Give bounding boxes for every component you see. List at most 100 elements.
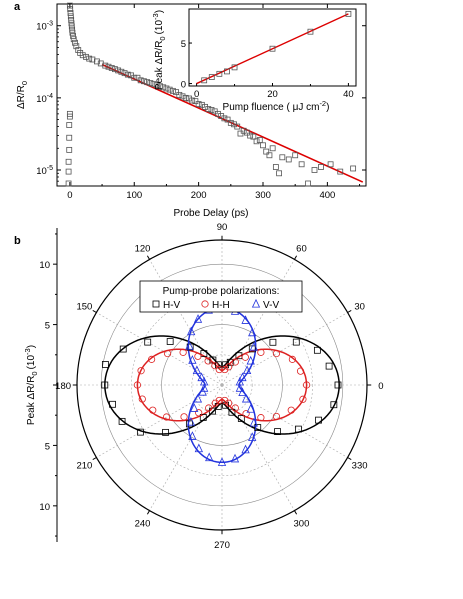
data-point: [131, 74, 138, 81]
polar-angle-label: 300: [294, 519, 310, 530]
inset-data-point: [208, 74, 215, 80]
polar-point-h-v: [274, 428, 281, 436]
legend-label: H-H: [212, 300, 230, 311]
y-tick-label: 10-3: [36, 21, 53, 33]
inset-data-point: [345, 10, 352, 17]
data-point: [94, 58, 100, 65]
polar-grid: [72, 235, 372, 535]
polar-point-h-v: [313, 346, 321, 354]
data-point: [108, 65, 115, 71]
x-tick-label: 400: [319, 190, 335, 201]
inset-y-tick-label: 5: [181, 39, 186, 50]
polar-point-v-v: [197, 372, 206, 382]
polar-point-h-h: [225, 399, 233, 407]
polar-point-h-v: [330, 401, 338, 409]
polar-point-v-v: [246, 355, 255, 365]
polar-point-h-v: [269, 338, 277, 346]
polar-point-h-v: [237, 415, 245, 422]
polar-angle-label: 0: [378, 381, 383, 392]
polar-point-v-v: [205, 452, 214, 462]
data-point: [137, 77, 144, 84]
data-point: [253, 138, 260, 145]
polar-angle-tick: [92, 309, 97, 313]
polar-point-h-h: [215, 365, 223, 374]
data-point: [337, 168, 344, 175]
data-point: [327, 161, 334, 168]
polar-angle-label: 270: [214, 540, 230, 551]
data-point: [311, 167, 318, 173]
data-point: [147, 80, 154, 87]
polar-point-h-v: [144, 338, 152, 346]
data-point: [121, 70, 128, 77]
polar-grid-ring: [191, 354, 253, 416]
polar-point-h-v: [294, 425, 302, 433]
data-point: [69, 26, 76, 33]
polar-point-h-h: [272, 412, 281, 421]
data-point: [179, 93, 186, 100]
data-point: [176, 91, 183, 98]
data-point: [102, 62, 109, 69]
polar-point-v-v: [200, 383, 209, 392]
inset-data-point: [307, 28, 314, 35]
data-point: [89, 56, 96, 63]
polar-grid-spoke: [221, 312, 348, 386]
legend-items: H-V H-H V-V: [152, 298, 279, 311]
polar-point-h-h: [287, 406, 295, 414]
polar-legend: Pump-probe polarizations: H-V H-H V-V: [139, 280, 303, 313]
data-point: [250, 133, 257, 140]
polar-point-h-v: [166, 338, 174, 345]
polar-grid-spoke: [96, 384, 223, 458]
polar-point-h-v: [200, 350, 208, 358]
data-point: [234, 123, 241, 130]
panel-a-main-plot: 0 100 200 300 400 10-510-410-3 Probe Delay (…: [16, 2, 367, 219]
data-point: [195, 101, 202, 107]
polar-point-h-h: [195, 409, 203, 417]
inset-y-axis: 05: [181, 39, 192, 91]
polar-point-h-v: [118, 417, 126, 425]
data-point: [208, 107, 215, 113]
polar-point-h-v: [119, 345, 127, 353]
polar-point-h-v: [315, 416, 322, 424]
panel-a-y-label: ΔR/R0: [16, 81, 29, 109]
polar-fit-curve-h-h: [136, 348, 308, 422]
data-point: [73, 43, 80, 50]
data-point: [66, 2, 73, 9]
data-point: [166, 86, 173, 93]
polar-point-v-v: [193, 314, 203, 323]
polar-point-h-h: [302, 381, 311, 389]
y-tick-label: 10-4: [36, 93, 53, 105]
data-point: [68, 23, 75, 30]
polar-point-v-v: [230, 453, 240, 463]
legend-box: [139, 280, 303, 313]
data-point: [141, 78, 147, 85]
inset-data-point: [201, 77, 208, 84]
polar-point-h-h: [221, 365, 229, 374]
polar-point-v-v: [249, 341, 258, 351]
polar-point-v-v: [249, 417, 258, 427]
polar-point-v-v: [187, 326, 196, 336]
polar-point-h-h: [211, 362, 219, 370]
panel-a-x-axis: 0 100 200 300 400: [67, 4, 361, 201]
data-point: [192, 98, 199, 105]
data-point: [115, 67, 122, 74]
data-point: [68, 20, 75, 27]
polar-point-h-h: [180, 413, 188, 421]
data-point: [260, 142, 266, 149]
polar-point-h-h: [204, 357, 212, 365]
polar-radial-axis: 5 5 10 10: [39, 228, 58, 542]
inset-data-point: [231, 64, 238, 71]
data-point: [79, 52, 86, 59]
polar-angle-label: 120: [135, 243, 151, 254]
data-point: [65, 168, 72, 175]
data-point: [205, 106, 212, 112]
polar-angle-label: 30: [354, 302, 365, 313]
polar-angle-label: 60: [296, 243, 307, 254]
polar-point-h-h: [138, 395, 146, 403]
polar-point-h-h: [296, 367, 305, 375]
data-point: [157, 83, 163, 90]
data-point: [65, 158, 72, 165]
inset-x-tick-label: 40: [343, 89, 354, 100]
data-point: [186, 95, 192, 102]
polar-point-h-h: [225, 363, 233, 371]
inset-y-label: Peak ΔR/R0(10-3): [151, 10, 167, 90]
